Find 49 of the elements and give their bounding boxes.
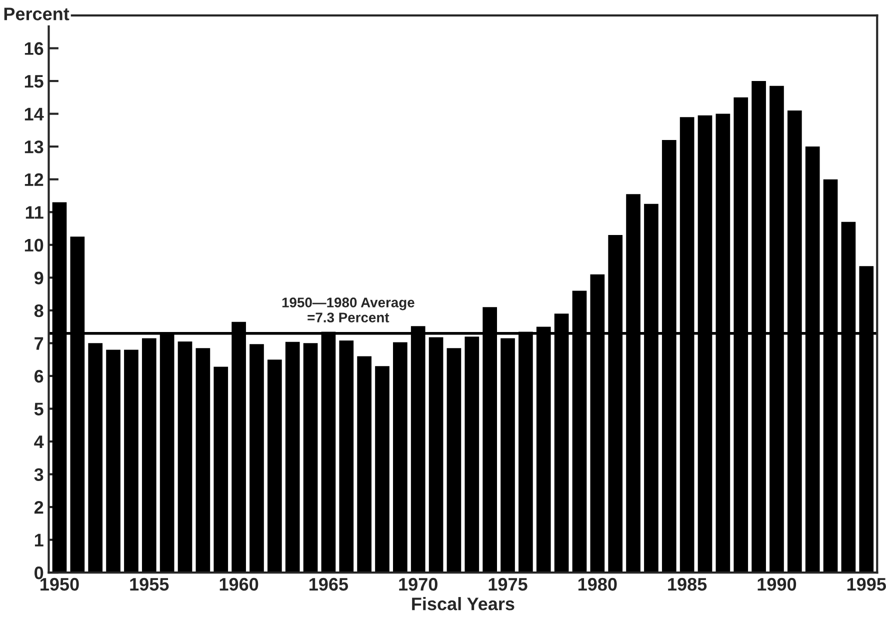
bar bbox=[464, 336, 480, 573]
bar bbox=[428, 337, 444, 573]
bar bbox=[250, 344, 264, 573]
bar bbox=[106, 350, 120, 573]
y-tick-label: 2 bbox=[34, 500, 44, 514]
x-tick-label: 1965 bbox=[310, 578, 348, 591]
ref-line-label: 1950—1980 Average =7.3 Percent bbox=[282, 298, 414, 322]
bar bbox=[88, 343, 103, 573]
x-tick-label: 1975 bbox=[488, 578, 528, 591]
x-axis-title: Fiscal Years bbox=[412, 597, 514, 610]
y-tick-label: 6 bbox=[34, 370, 44, 383]
y-tick-label: 5 bbox=[34, 402, 44, 416]
y-tick-label: 1 bbox=[34, 534, 44, 546]
bar bbox=[267, 360, 282, 573]
y-tick-label: 11 bbox=[26, 206, 44, 219]
y-tick-label: 16 bbox=[24, 42, 44, 55]
y-tick-label: 0 bbox=[34, 566, 44, 580]
bar bbox=[393, 342, 408, 573]
y-tick-label: 10 bbox=[24, 238, 44, 252]
y-tick-label: 8 bbox=[34, 304, 44, 318]
x-tick-label: 1990 bbox=[758, 578, 796, 591]
bar bbox=[500, 338, 515, 573]
y-tick-label: 15 bbox=[24, 75, 44, 88]
y-tick-label: 9 bbox=[34, 272, 44, 284]
y-tick-label: 12 bbox=[24, 173, 44, 186]
x-tick-label: 1995 bbox=[847, 578, 886, 591]
bar bbox=[339, 340, 354, 573]
x-tick-label: 1960 bbox=[220, 578, 258, 591]
bar bbox=[375, 366, 390, 573]
y-tick-label: 14 bbox=[24, 108, 44, 120]
x-tick-label: 1970 bbox=[399, 578, 438, 591]
y-tick-label: 7 bbox=[34, 337, 44, 350]
bar bbox=[285, 342, 300, 573]
bar bbox=[303, 343, 318, 573]
x-tick-label: 1955 bbox=[130, 578, 169, 591]
bar bbox=[124, 350, 138, 573]
bar bbox=[196, 348, 210, 573]
bar bbox=[357, 356, 372, 573]
bar bbox=[446, 348, 462, 573]
y-tick-label: 4 bbox=[34, 436, 44, 448]
x-tick-label: 1985 bbox=[668, 578, 707, 591]
bar bbox=[214, 366, 228, 573]
x-tick-label: 1950 bbox=[40, 578, 79, 591]
x-tick-label: 1980 bbox=[578, 578, 617, 591]
bar bbox=[178, 342, 192, 573]
bar bbox=[142, 338, 156, 573]
y-tick-label: 13 bbox=[24, 140, 44, 154]
y-axis-title: Percent bbox=[4, 8, 70, 20]
y-tick-label: 3 bbox=[34, 468, 44, 482]
